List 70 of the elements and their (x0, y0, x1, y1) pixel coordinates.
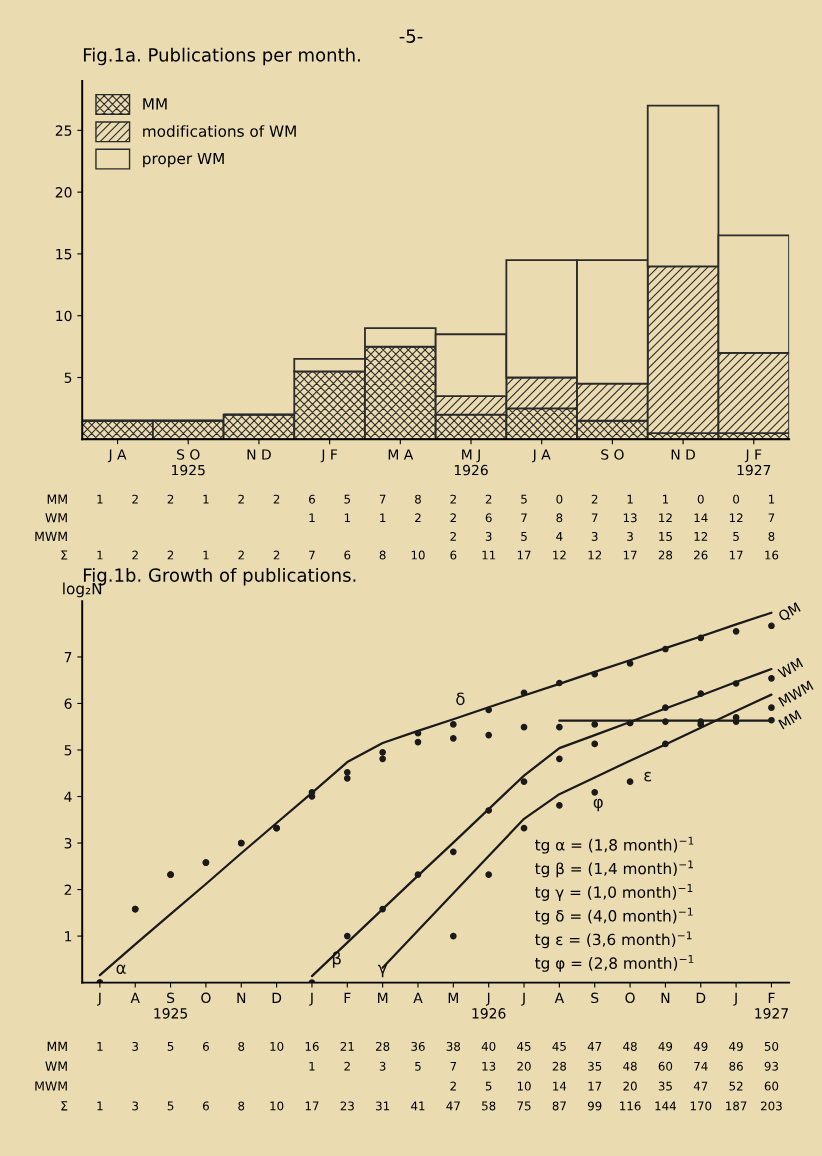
text: Σ 1 3 5 6 8 10 17 23 31 41 47 58 75 87 99 116 144 170 187 203 (61, 1101, 782, 1111)
text: Σ 1 2 2 1 2 2 7 6 8 10 6 11 17 12 12 17 28 26 17 16 (61, 550, 779, 560)
x-tick-label: S 1925 (154, 992, 188, 1019)
annotation: tg φ = (2,8 month)$^{−1}$ (535, 955, 694, 972)
x-tick-label: J F 1927 (737, 449, 771, 476)
y-tick-label: 6 (64, 698, 72, 709)
legend-label: MM (143, 98, 167, 110)
x-tick-label: N D (247, 449, 271, 460)
x-tick-label: F (344, 992, 351, 1003)
x-tick-label: S O 1925 (172, 449, 205, 476)
legend-label: modifications of WM (143, 125, 296, 137)
annotation: tg γ = (1,0 month)$^{−1}$ (535, 884, 693, 901)
x-tick-label: J A (531, 449, 551, 463)
text: WM 1 2 3 5 7 13 20 28 35 48 60 74 86 93 (45, 1061, 779, 1071)
x-tick-label: J (521, 992, 525, 1006)
y-tick-label: 15 (56, 249, 72, 260)
x-tick-label: N D (671, 449, 696, 460)
x-tick-label: M A (388, 449, 414, 460)
text: MM 1 3 5 6 8 10 16 21 28 36 38 40 45 45 47 48 49 49 49 50 (47, 1041, 779, 1051)
annotation: tg δ = (4,0 month)$^{−1}$ (535, 907, 693, 925)
x-tick-label: S (591, 992, 599, 1004)
annotation: β (332, 951, 341, 968)
x-tick-label: J F (320, 449, 338, 463)
y-tick-label: 3 (64, 838, 72, 849)
annotation: α (116, 964, 126, 975)
x-tick-label: O (625, 992, 635, 1004)
legend-label: proper WM (143, 152, 224, 168)
annotation: tg β = (1,4 month)$^{−1}$ (535, 860, 694, 878)
x-tick-label: A (413, 992, 423, 1003)
text: MM 1 2 2 1 2 2 6 5 7 8 2 2 5 0 2 1 1 0 0 1 (47, 494, 775, 504)
text: MWM 2 3 5 4 3 3 15 12 5 8 (35, 531, 775, 541)
annotation: δ (456, 692, 465, 706)
y-tick-label: 20 (55, 187, 72, 198)
text: WM (777, 657, 804, 679)
text: QM (777, 602, 802, 623)
x-tick-label: J A (107, 449, 127, 463)
text: -5- (399, 29, 423, 43)
annotation: γ (377, 964, 388, 978)
text: MWM 2 5 10 14 17 20 35 47 52 60 (35, 1081, 779, 1091)
x-tick-label: J (733, 992, 737, 1006)
annotation: tg α = (1,8 month)$^{−1}$ (535, 836, 694, 854)
y-tick-label: 5 (64, 745, 72, 756)
y-tick-label: 2 (64, 884, 72, 895)
x-tick-label: M J 1926 (454, 449, 488, 476)
annotation: φ (593, 798, 603, 812)
x-tick-label: D (272, 992, 282, 1003)
x-tick-label: J 1926 (472, 992, 506, 1019)
annotation: ε (644, 771, 652, 782)
x-tick-label: A (130, 992, 140, 1003)
x-tick-label: F 1927 (755, 992, 788, 1019)
x-tick-label: J (97, 992, 101, 1006)
x-tick-label: O (201, 992, 211, 1004)
x-tick-label: M (448, 992, 458, 1003)
y-tick-label: 5 (64, 372, 72, 383)
text: WM 1 1 1 2 2 6 7 8 7 13 12 14 12 7 (45, 513, 775, 523)
chart-title: Fig.1a. Publications per month. (83, 47, 360, 66)
x-tick-label: S O (601, 449, 624, 460)
x-tick-label: D (696, 992, 706, 1003)
x-tick-label: J (309, 992, 313, 1006)
x-tick-label: A (554, 992, 565, 1003)
y-tick-label: 1 (65, 931, 72, 942)
annotation: tg ε = (3,6 month)$^{−1}$ (535, 931, 692, 949)
y-tick-label: 7 (64, 652, 72, 663)
x-tick-label: N (237, 992, 246, 1003)
x-tick-label: M (378, 992, 388, 1003)
x-tick-label: N (661, 992, 670, 1003)
y-tick-label: 25 (55, 125, 72, 136)
y-tick-label: 4 (64, 791, 72, 802)
text: MM (778, 709, 802, 730)
y-tick-label: 10 (56, 310, 72, 322)
